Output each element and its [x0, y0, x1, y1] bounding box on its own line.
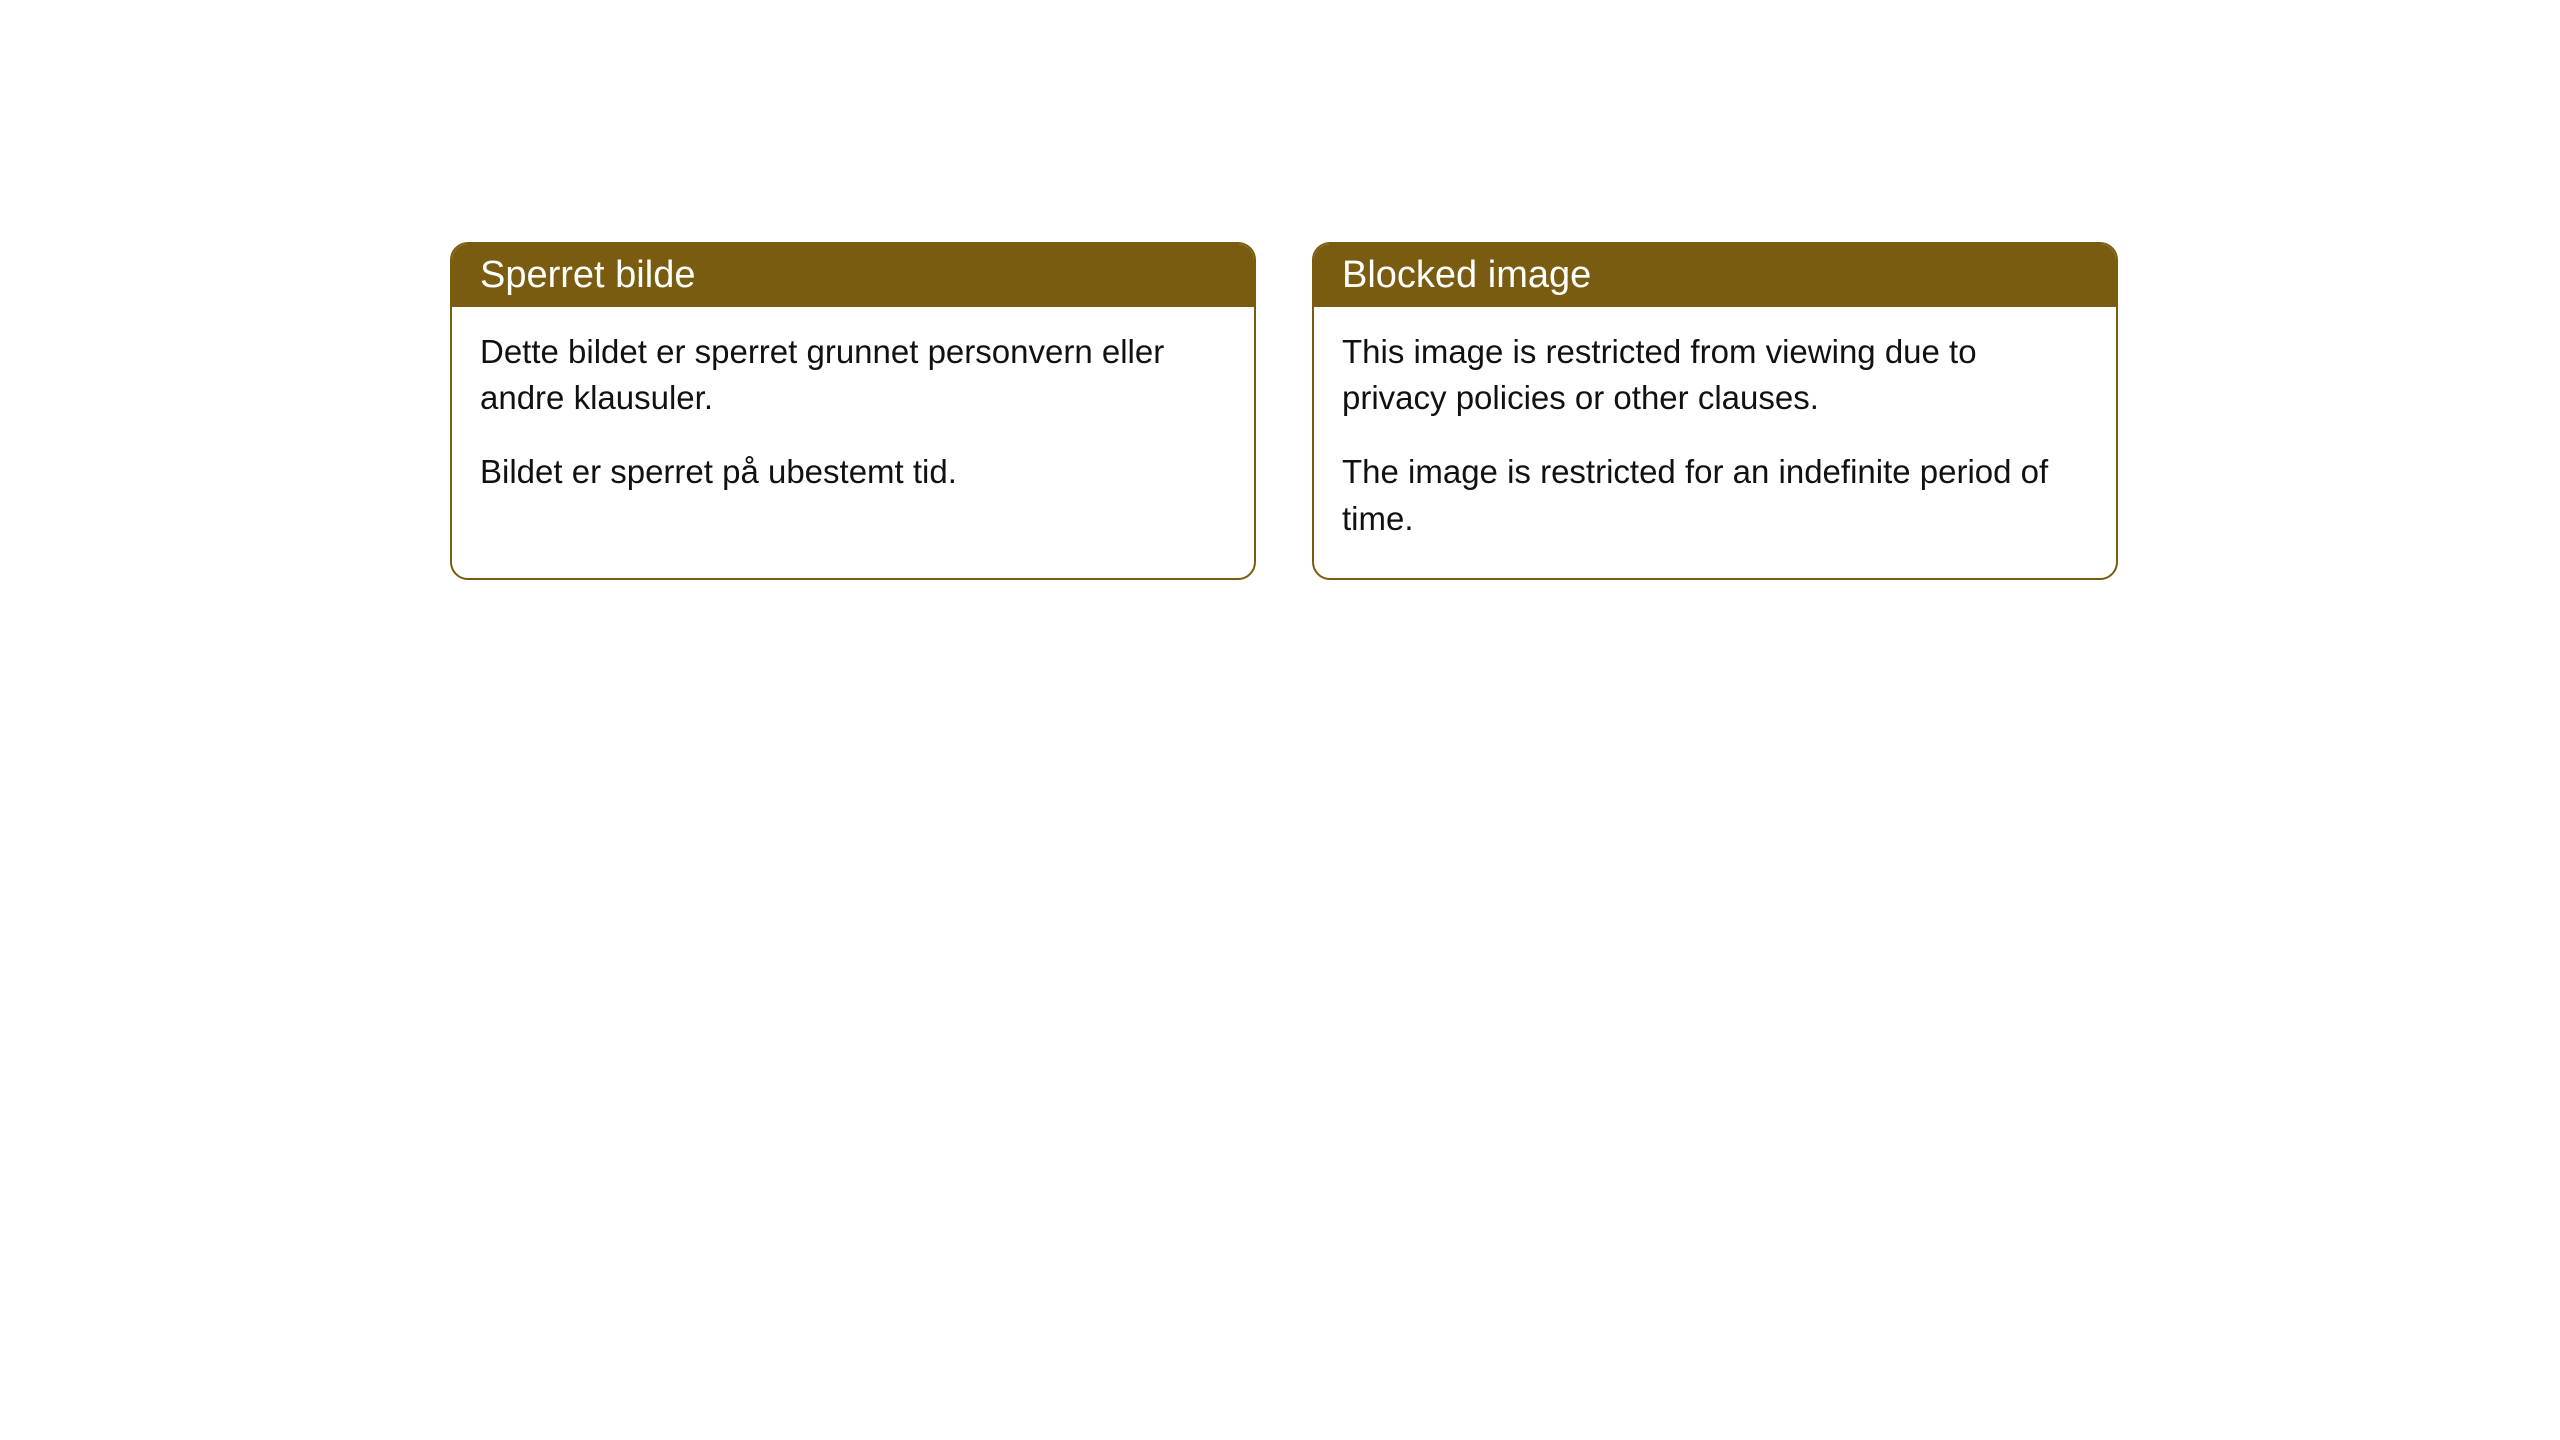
card-body: This image is restricted from viewing du… — [1314, 307, 2116, 578]
card-header: Blocked image — [1314, 244, 2116, 307]
card-paragraph: The image is restricted for an indefinit… — [1342, 449, 2088, 541]
card-title: Sperret bilde — [480, 254, 695, 296]
card-paragraph: Bildet er sperret på ubestemt tid. — [480, 449, 1226, 495]
card-paragraph: This image is restricted from viewing du… — [1342, 329, 2088, 421]
card-paragraph: Dette bildet er sperret grunnet personve… — [480, 329, 1226, 421]
card-title: Blocked image — [1342, 254, 1591, 296]
card-body: Dette bildet er sperret grunnet personve… — [452, 307, 1254, 532]
card-header: Sperret bilde — [452, 244, 1254, 307]
blocked-image-card-english: Blocked image This image is restricted f… — [1312, 242, 2118, 580]
notice-cards-container: Sperret bilde Dette bildet er sperret gr… — [450, 242, 2118, 580]
blocked-image-card-norwegian: Sperret bilde Dette bildet er sperret gr… — [450, 242, 1256, 580]
